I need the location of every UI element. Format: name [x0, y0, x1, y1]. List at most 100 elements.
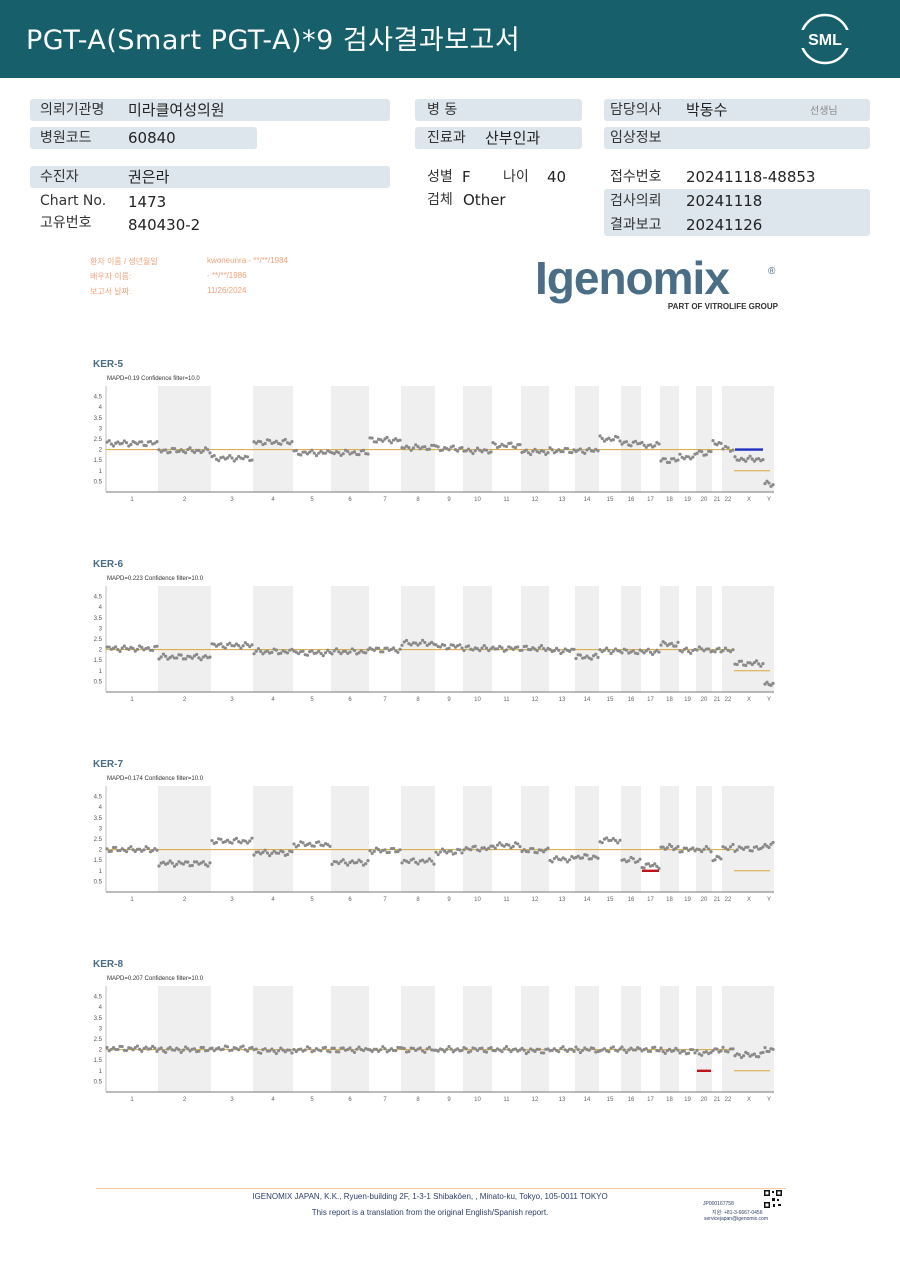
cnv-point	[281, 1048, 285, 1052]
cnv-point	[274, 439, 278, 443]
cnv-point	[234, 457, 239, 461]
cnv-point	[752, 1052, 756, 1056]
cnv-point	[715, 443, 719, 447]
x-tick-label: 16	[628, 697, 635, 703]
cnv-point	[177, 449, 181, 454]
cnv-point	[484, 847, 489, 852]
cnv-point	[682, 457, 686, 461]
cnv-point	[301, 841, 305, 845]
cnv-point	[259, 649, 263, 653]
cnv-point	[572, 1049, 576, 1053]
cnv-point	[225, 838, 230, 842]
x-tick-label: 13	[559, 697, 566, 703]
cnv-point	[243, 839, 247, 843]
cnv-point	[281, 850, 285, 854]
cnv-point	[385, 646, 389, 650]
cnv-point	[217, 459, 221, 463]
cnv-point	[585, 853, 589, 857]
cnv-point	[618, 1047, 622, 1051]
cnv-point	[148, 1047, 153, 1051]
cnv-point	[464, 1047, 468, 1051]
chart-no-value: 1473	[128, 193, 167, 211]
chromosome-band	[660, 386, 679, 492]
cnv-point	[230, 841, 234, 845]
x-tick-label: X	[747, 897, 751, 903]
cnv-point	[161, 860, 166, 864]
cnv-point	[337, 861, 341, 866]
cnv-point	[357, 1045, 361, 1049]
cnv-point	[665, 846, 669, 850]
y-tick-label: 2	[99, 1048, 103, 1054]
chromosome-band	[158, 586, 211, 692]
cnv-point	[337, 451, 341, 455]
cnv-point	[319, 651, 323, 656]
x-tick-label: 10	[474, 697, 481, 703]
cnv-point	[704, 845, 708, 849]
x-tick-label: 19	[684, 897, 691, 903]
cnv-point	[674, 1046, 678, 1050]
chromosome-band	[621, 586, 641, 692]
cnv-point	[159, 1046, 163, 1050]
cnv-point	[283, 1050, 287, 1054]
cnv-point	[583, 451, 587, 455]
cnv-point	[557, 448, 561, 452]
x-tick-label: 15	[607, 497, 614, 503]
cnv-point	[197, 1049, 201, 1053]
cnv-point	[391, 846, 396, 851]
cnv-point	[661, 845, 665, 849]
x-tick-label: 9	[447, 897, 451, 903]
chromosome-band	[722, 786, 734, 892]
cnv-point	[602, 1047, 607, 1051]
cnv-point	[697, 848, 701, 852]
cnv-point	[742, 1054, 746, 1058]
x-tick-label: 6	[348, 897, 352, 903]
cnv-point	[181, 657, 185, 661]
cnv-point	[542, 1051, 546, 1055]
x-tick-label: 5	[310, 697, 314, 703]
chromosome-band	[521, 386, 549, 492]
cnv-point	[721, 447, 725, 451]
cnv-point	[533, 1049, 537, 1054]
cnv-point	[728, 845, 733, 849]
cnv-point	[533, 447, 537, 451]
cnv-point	[737, 458, 741, 462]
x-tick-label: 5	[310, 497, 314, 503]
chromosome-band	[734, 986, 764, 1092]
chart-title: KER-7	[93, 759, 124, 770]
cnv-point	[653, 862, 657, 866]
cnv-point	[177, 1048, 181, 1052]
cnv-point	[166, 861, 170, 865]
x-tick-label: 8	[416, 697, 420, 703]
x-tick-label: 5	[310, 1097, 314, 1103]
cnv-point	[268, 1049, 272, 1053]
cnv-point	[151, 648, 155, 652]
cnv-point	[265, 649, 270, 653]
chart-subtitle: MAPD=0.223 Confidence filter=10.0	[107, 576, 204, 582]
cnv-point	[243, 641, 247, 645]
cnv-point	[542, 850, 546, 854]
cnv-point	[192, 1047, 197, 1051]
cnv-point	[201, 860, 205, 864]
cnv-point	[765, 680, 769, 684]
cnv-point	[219, 642, 223, 646]
cnv-point	[355, 1047, 359, 1051]
cnv-point	[387, 439, 391, 443]
qr-code-icon	[763, 1189, 783, 1209]
cnv-point	[374, 1047, 379, 1051]
cnv-point	[642, 866, 646, 870]
x-tick-label: 22	[725, 697, 732, 703]
cnv-point	[563, 857, 567, 861]
cnv-point	[598, 648, 602, 652]
x-tick-label: 2	[183, 497, 187, 503]
cnv-point	[114, 645, 118, 649]
cnv-point	[372, 648, 376, 652]
y-tick-label: 0.5	[94, 679, 103, 685]
chromosome-band	[734, 586, 764, 692]
hospital-code-row	[30, 127, 257, 149]
cnv-point	[201, 449, 205, 453]
cnv-point	[711, 439, 715, 443]
x-tick-label: 17	[647, 497, 654, 503]
cnv-point	[771, 840, 775, 845]
cnv-point	[166, 1047, 170, 1051]
cnv-point	[478, 849, 482, 853]
